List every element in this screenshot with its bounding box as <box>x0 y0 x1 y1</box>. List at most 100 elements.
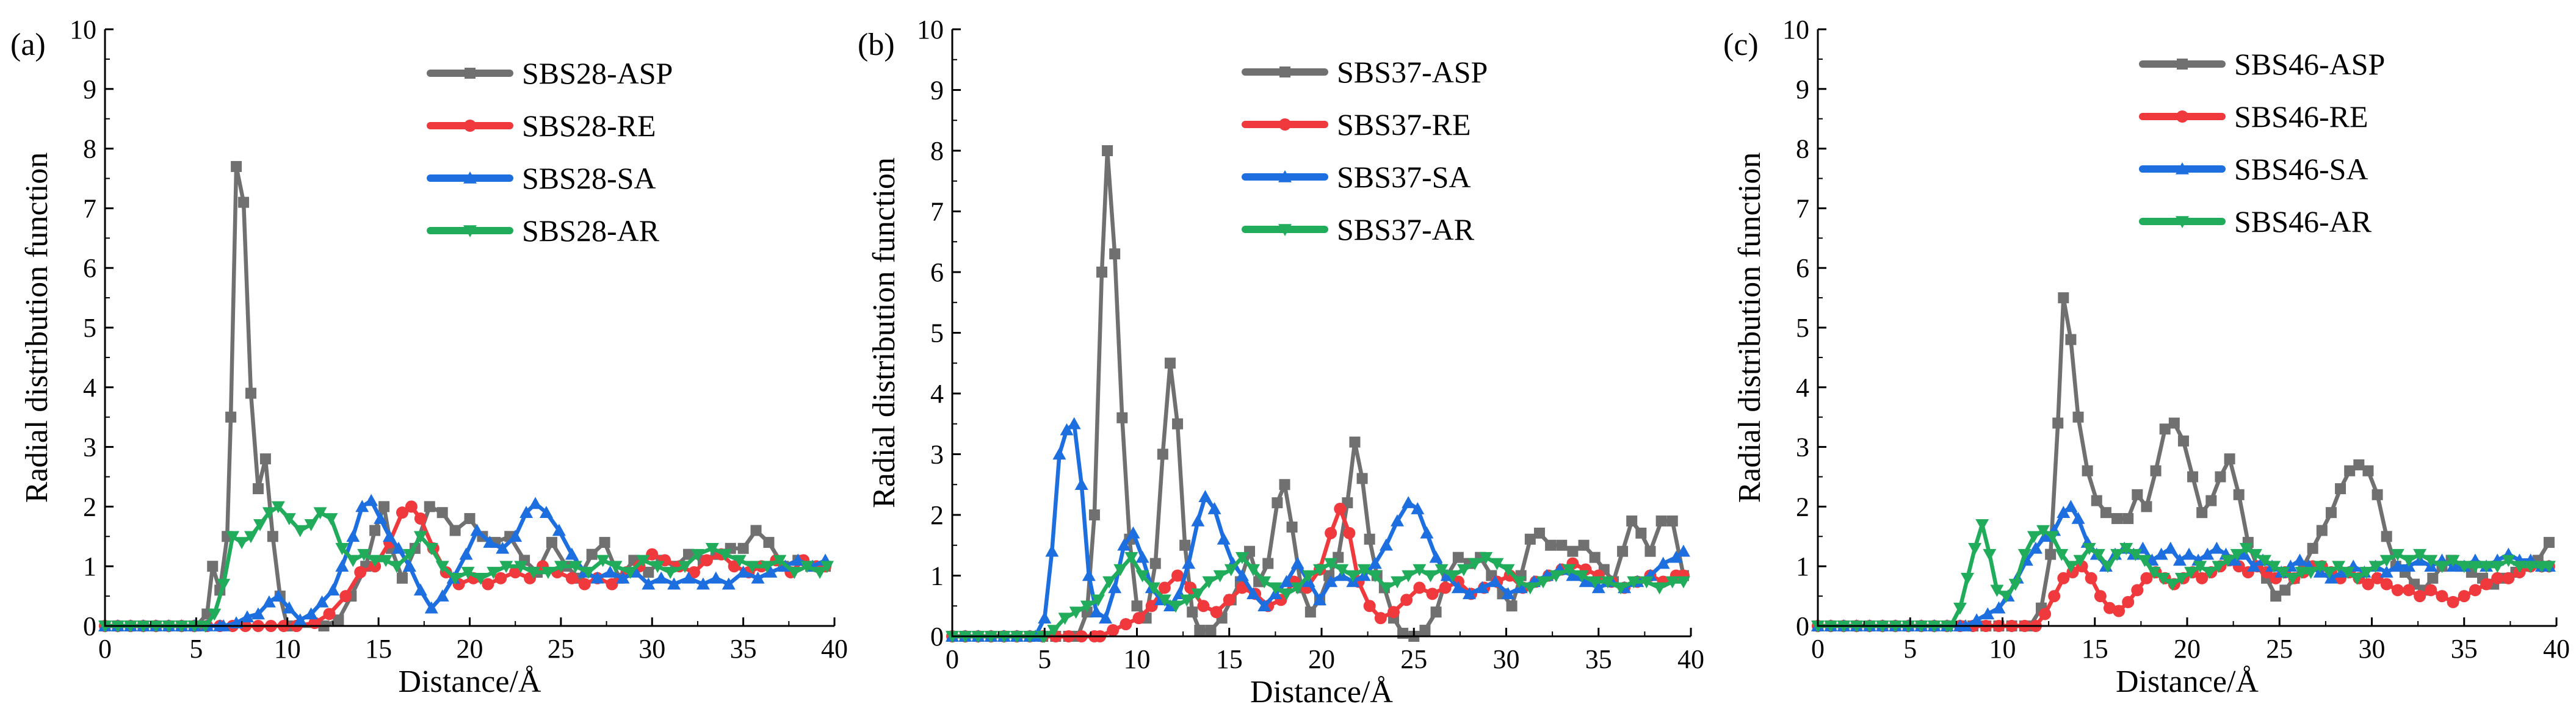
data-point <box>293 613 307 626</box>
legend-item-sa: SBS46-SA <box>2139 152 2368 186</box>
x-axis-label: Distance/Å <box>2116 664 2259 699</box>
legend-item-re: SBS28-RE <box>427 109 656 143</box>
data-point <box>2344 465 2356 476</box>
data-point <box>2324 571 2338 584</box>
legend-label: SBS46-SA <box>2234 152 2368 186</box>
x-tick-label: 15 <box>2082 634 2108 664</box>
legend: SBS28-ASP SBS28-RE SBS28-SA SBS28-AR <box>427 56 673 248</box>
data-point <box>682 571 695 584</box>
rdf-panel-3: 0 5 10 15 20 25 30 35 40 0 1 2 3 4 5 6 7 8 9 10 (c) Distance/… <box>1723 15 2570 699</box>
data-point <box>1536 576 1550 589</box>
data-point <box>414 512 427 525</box>
data-point <box>813 567 827 579</box>
axes-frame <box>104 29 834 627</box>
data-point <box>2237 547 2251 560</box>
data-point <box>335 543 349 555</box>
data-point <box>1402 496 1416 508</box>
data-point <box>2215 471 2226 483</box>
data-point <box>2141 501 2152 512</box>
data-point <box>2184 567 2198 579</box>
data-point <box>1968 543 1982 555</box>
data-point <box>1435 564 1449 577</box>
data-point <box>324 513 338 525</box>
legend-item-sa: SBS37-SA <box>1242 160 1471 194</box>
data-point <box>483 536 497 548</box>
data-point <box>378 501 390 512</box>
data-point <box>1413 564 1427 577</box>
data-point <box>2156 572 2170 585</box>
data-point <box>402 548 416 561</box>
data-point <box>1567 545 1579 557</box>
data-point <box>2295 567 2309 579</box>
x-tick-label: 10 <box>1989 634 2016 664</box>
data-point <box>2368 561 2382 573</box>
data-point <box>1374 612 1387 625</box>
data-point <box>1191 514 1205 527</box>
x-tick-label: 10 <box>1124 644 1151 674</box>
data-point <box>1213 570 1227 583</box>
data-point <box>1391 514 1405 527</box>
data-point <box>474 572 488 585</box>
y-tick-label: 1 <box>930 561 944 591</box>
legend-swatch-marker <box>2177 59 2188 70</box>
data-point <box>2085 572 2097 584</box>
data-point <box>436 507 448 519</box>
data-point <box>2057 572 2070 584</box>
legend-swatch-marker <box>1279 118 1291 131</box>
data-point <box>728 560 740 573</box>
data-point <box>461 567 475 579</box>
data-point <box>1236 581 1248 594</box>
data-point <box>709 571 723 584</box>
data-point <box>552 523 566 536</box>
series-markers-sa <box>946 417 1690 642</box>
data-point <box>2447 595 2459 608</box>
data-point <box>2103 602 2116 614</box>
data-point <box>396 506 408 519</box>
data-point <box>357 548 371 561</box>
data-point <box>267 531 278 542</box>
data-point <box>1257 576 1272 589</box>
data-point <box>718 548 732 561</box>
data-point <box>1224 564 1238 577</box>
data-point <box>2267 561 2281 573</box>
x-tick-label: 25 <box>2266 634 2293 664</box>
data-point <box>1579 575 1593 588</box>
data-point <box>252 483 264 495</box>
y-tick-label: 10 <box>1782 15 1809 45</box>
data-point <box>1272 497 1283 509</box>
data-point <box>2187 471 2199 483</box>
data-point <box>413 531 427 544</box>
data-point <box>293 525 307 537</box>
data-point <box>2381 531 2392 542</box>
x-axis-label: Distance/Å <box>399 664 541 699</box>
data-point <box>1589 552 1601 563</box>
data-point <box>2036 525 2050 537</box>
data-point <box>2073 555 2087 567</box>
y-tick-label: 3 <box>930 440 944 470</box>
data-point <box>1180 594 1194 607</box>
data-point <box>1268 582 1283 595</box>
data-point <box>539 506 553 518</box>
data-point <box>1578 539 1590 551</box>
data-point <box>1655 515 1667 527</box>
data-point <box>2391 584 2404 597</box>
data-point <box>304 607 318 620</box>
data-point <box>2072 411 2084 423</box>
data-point <box>2390 548 2404 561</box>
data-point <box>396 572 408 584</box>
data-point <box>2279 584 2291 596</box>
y-tick-label: 3 <box>83 433 96 462</box>
data-point <box>1135 550 1149 563</box>
data-point <box>1171 569 1184 582</box>
data-point <box>1999 591 2013 603</box>
data-point <box>1627 576 1641 589</box>
data-point <box>231 160 242 172</box>
legend-swatch-marker <box>463 225 477 237</box>
data-point <box>1981 607 1995 620</box>
data-point <box>1060 423 1074 436</box>
data-point <box>405 500 418 513</box>
data-point <box>1411 502 1425 514</box>
data-point <box>1135 570 1149 583</box>
y-tick-label: 7 <box>930 197 944 227</box>
data-point <box>696 577 710 590</box>
